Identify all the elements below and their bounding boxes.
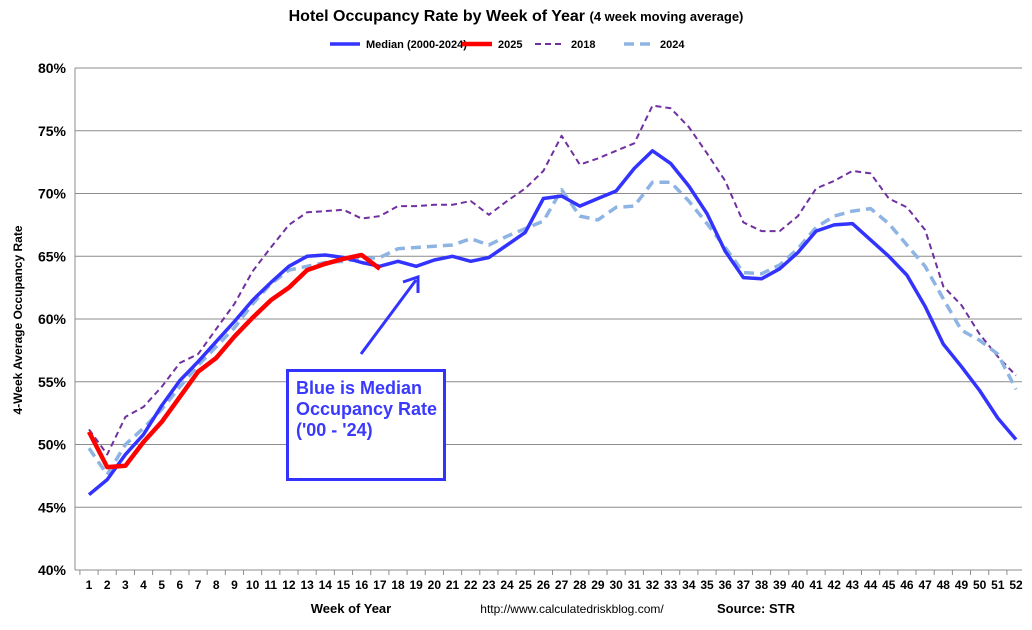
x-tick-label: 35 <box>700 578 714 592</box>
x-tick-label: 2 <box>104 578 111 592</box>
axes: 40%45%50%55%60%65%70%75%80%1 2 3 4 5 6 7 8 9 10 11… <box>38 60 1023 592</box>
y-tick-label: 75% <box>38 123 67 139</box>
y-tick-label: 50% <box>38 437 67 453</box>
x-tick-label: 27 <box>555 578 569 592</box>
x-tick-label: 8 <box>213 578 220 592</box>
x-tick-label: 30 <box>609 578 623 592</box>
x-tick-label: 33 <box>664 578 678 592</box>
x-tick-label: 51 <box>991 578 1005 592</box>
source-url: http://www.calculatedriskblog.com/ <box>480 602 664 616</box>
series-line-median-2000-2024- <box>87 149 1018 497</box>
series-line-2025 <box>87 252 382 470</box>
y-tick-label: 70% <box>38 186 67 202</box>
x-tick-label: 32 <box>646 578 660 592</box>
x-tick-label: 24 <box>500 578 514 592</box>
x-tick-label: 10 <box>246 578 260 592</box>
x-tick-label: 14 <box>319 578 333 592</box>
x-tick-label: 42 <box>828 578 842 592</box>
x-tick-label: 7 <box>195 578 202 592</box>
x-tick-label: 15 <box>337 578 351 592</box>
x-tick-label: 12 <box>282 578 296 592</box>
series-group <box>87 104 1018 497</box>
x-tick-label: 52 <box>1009 578 1023 592</box>
x-tick-label: 18 <box>391 578 405 592</box>
y-tick-label: 65% <box>38 248 67 264</box>
x-tick-label: 28 <box>573 578 587 592</box>
title-subtitle: (4 week moving average) <box>589 9 743 24</box>
x-tick-label: 20 <box>428 578 442 592</box>
y-tick-label: 55% <box>38 374 67 390</box>
x-tick-label: 44 <box>864 578 878 592</box>
x-tick-label: 11 <box>264 578 277 592</box>
x-tick-label: 40 <box>791 578 805 592</box>
y-axis-label: 4-Week Average Occupancy Rate <box>11 225 25 414</box>
title-main: Hotel Occupancy Rate by Week of Year <box>289 8 585 25</box>
x-tick-label: 46 <box>900 578 914 592</box>
annotation-box: Blue is Median Occupancy Rate ('00 - '24… <box>286 369 446 481</box>
x-tick-label: 50 <box>973 578 987 592</box>
x-tick-label: 4 <box>140 578 147 592</box>
x-tick-label: 21 <box>446 578 460 592</box>
grid <box>75 67 1022 571</box>
legend-label: 2018 <box>571 39 595 51</box>
annotation-arrow <box>359 274 420 355</box>
series-line-2018 <box>88 104 1017 456</box>
y-tick-label: 60% <box>38 311 67 327</box>
x-tick-label: 41 <box>809 578 823 592</box>
legend-label: 2024 <box>660 39 685 51</box>
y-tick-label: 45% <box>38 499 67 515</box>
x-tick-label: 6 <box>177 578 184 592</box>
x-tick-label: 19 <box>409 578 423 592</box>
x-tick-label: 5 <box>158 578 165 592</box>
x-tick-label: 13 <box>300 578 314 592</box>
legend: Median (2000-2024) 2025 2018 2024 <box>330 39 685 51</box>
x-tick-label: 34 <box>682 578 696 592</box>
x-tick-label: 49 <box>955 578 969 592</box>
x-tick-label: 25 <box>519 578 533 592</box>
x-tick-label: 47 <box>918 578 932 592</box>
x-tick-label: 37 <box>737 578 751 592</box>
x-tick-label: 36 <box>718 578 732 592</box>
x-tick-label: 43 <box>846 578 860 592</box>
source-label: Source: STR <box>717 601 796 616</box>
x-tick-label: 1 <box>86 578 93 592</box>
y-tick-label: 40% <box>38 562 67 578</box>
x-tick-label: 39 <box>773 578 787 592</box>
x-tick-label: 48 <box>937 578 951 592</box>
series-line-2024 <box>87 180 1018 477</box>
x-tick-label: 9 <box>231 578 238 592</box>
x-tick-label: 17 <box>373 578 387 592</box>
chart-title: Hotel Occupancy Rate by Week of Year (4 … <box>289 8 744 25</box>
x-tick-label: 26 <box>537 578 551 592</box>
y-tick-label: 80% <box>38 60 67 76</box>
x-tick-label: 22 <box>464 578 478 592</box>
x-tick-label: 31 <box>628 578 642 592</box>
x-tick-label: 16 <box>355 578 369 592</box>
x-tick-label: 3 <box>122 578 129 592</box>
legend-label: 2025 <box>498 39 522 51</box>
legend-label: Median (2000-2024) <box>366 39 467 51</box>
x-tick-label: 29 <box>591 578 605 592</box>
x-tick-label: 38 <box>755 578 769 592</box>
x-tick-label: 45 <box>882 578 896 592</box>
x-axis-label: Week of Year <box>311 601 391 616</box>
x-tick-label: 23 <box>482 578 496 592</box>
